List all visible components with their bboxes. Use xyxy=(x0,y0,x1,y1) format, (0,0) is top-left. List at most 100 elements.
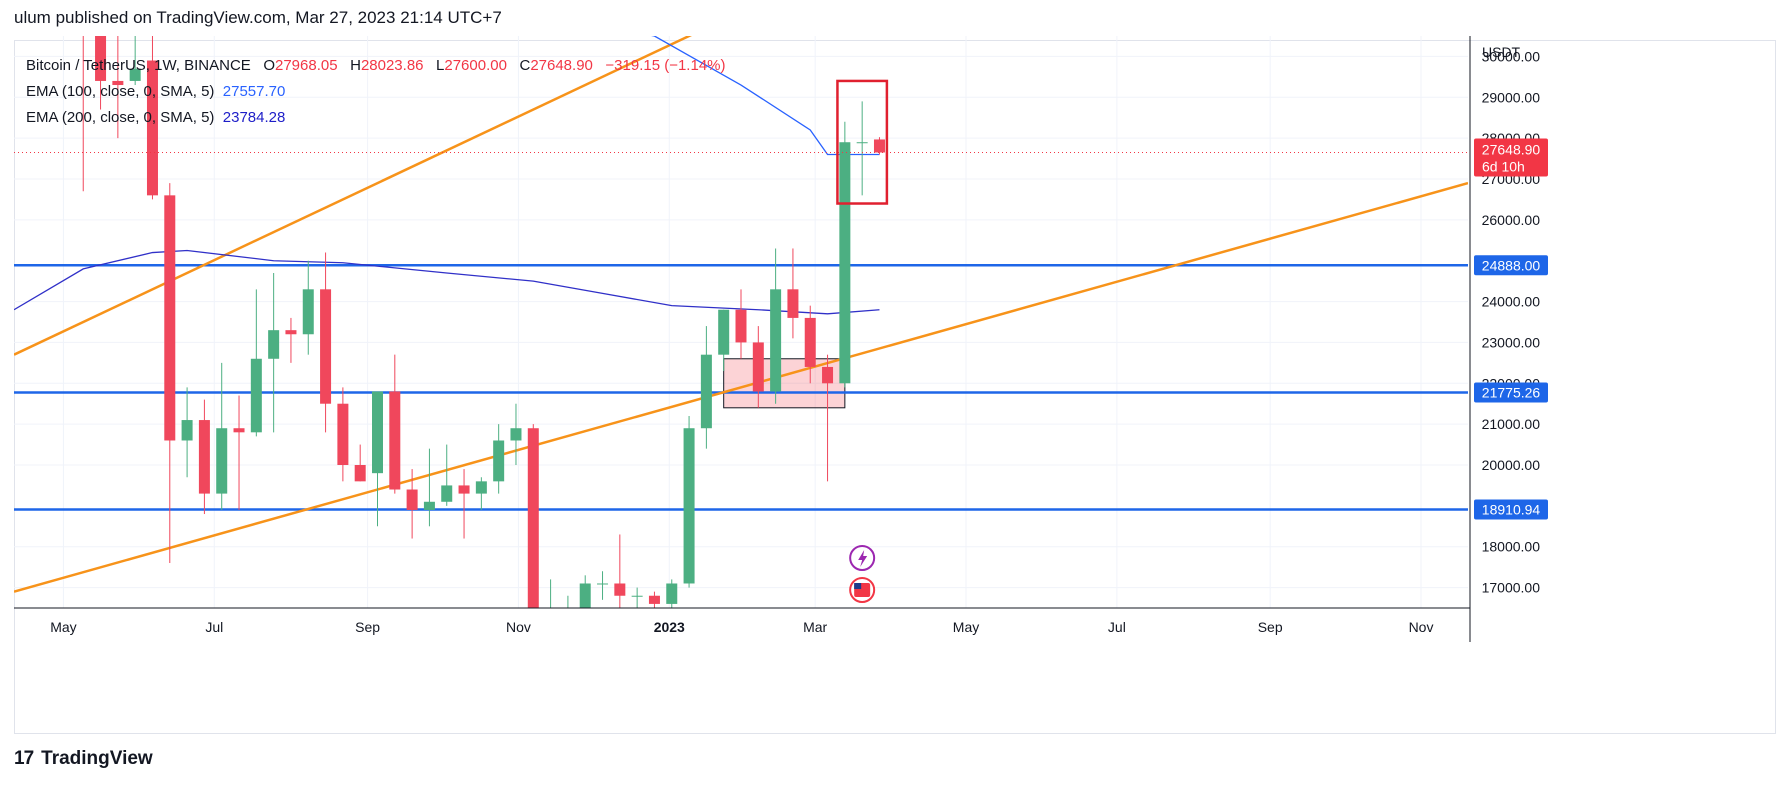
legend-high-label: H xyxy=(350,57,361,74)
lightning-glyph xyxy=(858,550,868,567)
candle-body xyxy=(181,420,193,441)
level-badge-label: 21775.26 xyxy=(1482,384,1541,400)
level-badge-label: 24888.00 xyxy=(1482,257,1541,273)
candle-body xyxy=(95,36,107,81)
x-tick-label: May xyxy=(50,619,76,635)
tradingview-footer[interactable]: 17 TradingView xyxy=(14,748,153,770)
candle-body xyxy=(458,485,470,494)
candle-body xyxy=(112,80,124,86)
candle-body xyxy=(510,428,522,441)
x-tick-label: Mar xyxy=(803,619,827,635)
candle-body xyxy=(839,142,851,384)
candle-body xyxy=(545,608,556,616)
candle-body xyxy=(268,330,280,359)
candle-body xyxy=(337,403,349,465)
candle-body xyxy=(614,583,626,596)
candle-body xyxy=(683,428,695,584)
candle-body xyxy=(475,481,487,494)
candle-body xyxy=(302,289,314,335)
y-tick-label: 26000.00 xyxy=(1482,212,1541,228)
legend-symbol: Bitcoin / TetherUS, 1W, BINANCE xyxy=(26,57,251,74)
candle-body xyxy=(198,420,210,494)
legend-ema100-label: EMA (100, close, 0, SMA, 5) xyxy=(26,83,215,100)
candle-body xyxy=(320,289,332,404)
price-badge-countdown: 6d 10h xyxy=(1482,158,1525,174)
y-tick-label: 24000.00 xyxy=(1482,294,1541,310)
legend-ema200-value: 23784.28 xyxy=(222,109,286,126)
candle-body xyxy=(648,595,660,604)
x-tick-label: 2023 xyxy=(654,619,685,635)
candle-body xyxy=(873,139,885,153)
legend-ema100-value: 27557.70 xyxy=(222,83,286,100)
candle-body xyxy=(372,391,383,474)
candle-body xyxy=(389,391,401,490)
candle-body xyxy=(597,583,609,585)
candle-body xyxy=(579,583,591,608)
legend-change: −319.15 (−1.14%) xyxy=(605,57,726,74)
candle-body xyxy=(78,0,89,3)
candle-body xyxy=(856,142,868,144)
legend-high-value: 28023.86 xyxy=(360,57,424,74)
y-tick-label: 29000.00 xyxy=(1482,89,1541,105)
x-tick-label: May xyxy=(953,619,979,635)
lower-channel-line xyxy=(14,181,1468,593)
candle-body xyxy=(441,485,453,502)
legend-close-label: C xyxy=(519,57,531,74)
candle-body xyxy=(354,465,366,482)
candle-body xyxy=(129,68,141,81)
legend-ema200-row[interactable]: EMA (200, close, 0, SMA, 5) 23784.28 xyxy=(26,105,726,131)
upper-channel-line xyxy=(14,36,692,356)
level-badge xyxy=(1474,499,1548,520)
chart-legend: Bitcoin / TetherUS, 1W, BINANCE O27968.0… xyxy=(26,53,726,131)
candle-body xyxy=(233,428,245,433)
x-tick-label: Sep xyxy=(1258,619,1283,635)
y-tick-label: 17000.00 xyxy=(1482,580,1541,596)
price-badge xyxy=(1474,138,1548,177)
y-tick-label: 23000.00 xyxy=(1482,334,1541,350)
legend-ohlc-row: Bitcoin / TetherUS, 1W, BINANCE O27968.0… xyxy=(26,53,726,79)
chart-frame xyxy=(14,40,1776,734)
x-tick-label: Jul xyxy=(1108,619,1126,635)
candle-body xyxy=(164,195,176,441)
legend-low-label: L xyxy=(436,57,445,74)
candle-body xyxy=(216,428,228,494)
ema200-line xyxy=(14,249,880,315)
candle-body xyxy=(752,342,764,392)
candle-body xyxy=(718,309,730,355)
candle-body xyxy=(804,317,816,367)
legend-low-value: 27600.00 xyxy=(444,57,507,74)
tradingview-brand: TradingView xyxy=(41,748,153,769)
level-badge xyxy=(1474,382,1548,403)
ema100-line xyxy=(651,36,880,156)
legend-ema100-row[interactable]: EMA (100, close, 0, SMA, 5) 27557.70 xyxy=(26,79,726,105)
plot-area xyxy=(14,0,1468,616)
candle-body xyxy=(700,354,712,429)
candle-body xyxy=(770,289,782,392)
candle-body xyxy=(822,366,834,384)
tradingview-logo-icon: 17 xyxy=(14,748,34,769)
candle-body xyxy=(631,595,643,597)
y-tick-label: 20000.00 xyxy=(1482,457,1541,473)
flag-canton xyxy=(854,583,862,589)
x-tick-label: Nov xyxy=(506,619,531,635)
legend-open-value: 27968.05 xyxy=(275,57,338,74)
candle-body xyxy=(493,440,505,482)
candle-body xyxy=(423,501,435,510)
legend-ema200-label: EMA (200, close, 0, SMA, 5) xyxy=(26,109,215,126)
candle-body xyxy=(735,309,747,343)
x-tick-label: Nov xyxy=(1409,619,1434,635)
legend-close-value: 27648.90 xyxy=(530,57,593,74)
y-axis-unit: USDT xyxy=(1482,44,1521,60)
price-badge-value: 27648.90 xyxy=(1482,141,1541,157)
candle-body xyxy=(527,428,539,608)
candle-body xyxy=(666,583,678,604)
candle-body xyxy=(787,289,799,318)
candle-body xyxy=(146,60,158,196)
legend-open-label: O xyxy=(263,57,275,74)
level-badge xyxy=(1474,255,1548,276)
target-box xyxy=(836,79,889,205)
x-tick-label: Sep xyxy=(355,619,380,635)
candle-body xyxy=(406,489,418,510)
publish-caption: ulum published on TradingView.com, Mar 2… xyxy=(14,8,502,27)
